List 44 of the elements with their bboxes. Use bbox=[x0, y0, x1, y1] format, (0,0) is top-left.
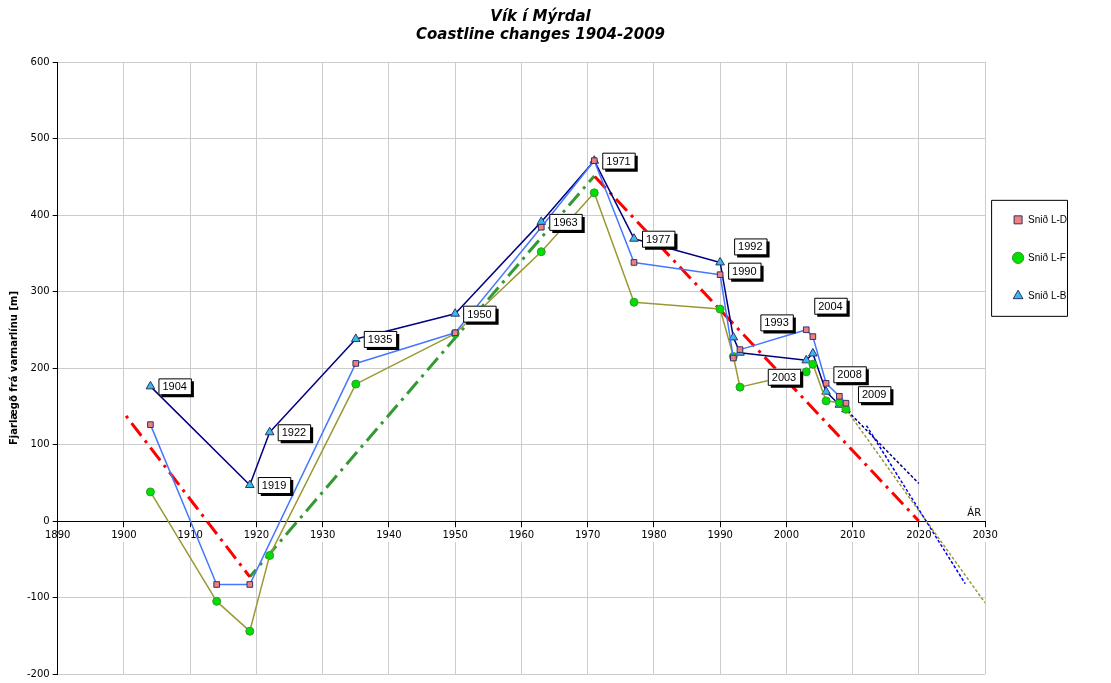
y-tick-label: 100 bbox=[30, 438, 50, 450]
y-tick-label: -100 bbox=[26, 591, 50, 603]
y-tick-label: 300 bbox=[30, 285, 50, 297]
x-tick-label: 1940 bbox=[376, 528, 402, 540]
annotation: 1919 bbox=[261, 479, 287, 492]
annotation: 1992 bbox=[738, 240, 763, 253]
annotation: 1950 bbox=[467, 307, 492, 320]
y-tick-label: 500 bbox=[30, 132, 50, 144]
y-tick-label: 600 bbox=[30, 55, 50, 67]
annotation: 1971 bbox=[606, 154, 631, 167]
annotation: 1935 bbox=[367, 332, 393, 345]
x-tick-label: 1980 bbox=[641, 528, 667, 540]
chart-title: Vík í Mýrdal bbox=[490, 6, 592, 25]
x-tick-label: 1990 bbox=[707, 528, 733, 540]
annotation: 2003 bbox=[771, 370, 797, 383]
x-tick-label: 1920 bbox=[243, 528, 270, 540]
x-tick-label: 2010 bbox=[839, 528, 866, 540]
annotation: 2008 bbox=[837, 368, 862, 381]
y-tick-label: 0 bbox=[43, 514, 50, 526]
y-tick-label: -200 bbox=[26, 667, 50, 679]
x-axis-title: ÁR bbox=[967, 505, 982, 518]
legend-label: Snið L-B bbox=[1028, 289, 1067, 301]
x-tick-label: 1960 bbox=[508, 528, 535, 540]
annotation: 2009 bbox=[861, 388, 887, 401]
annotation: 1990 bbox=[732, 264, 757, 277]
y-tick-label: 400 bbox=[30, 208, 50, 220]
annotation: 1977 bbox=[646, 232, 671, 245]
legend-label: Snið L-F bbox=[1028, 251, 1066, 263]
x-tick-label: 1930 bbox=[309, 528, 336, 540]
annotation: 1993 bbox=[764, 316, 789, 329]
x-tick-label: 1970 bbox=[574, 528, 601, 540]
annotation: 1904 bbox=[162, 380, 187, 393]
annotation: 2004 bbox=[818, 299, 843, 312]
annotation: 1963 bbox=[553, 215, 578, 228]
annotation: 1922 bbox=[281, 426, 307, 439]
y-tick-label: 200 bbox=[30, 361, 50, 373]
x-tick-label: 2020 bbox=[906, 528, 932, 540]
x-tick-label: 2000 bbox=[773, 528, 800, 540]
x-tick-label: 1900 bbox=[111, 528, 137, 540]
legend-label: Snið L-D bbox=[1028, 213, 1067, 225]
chart-subtitle: Coastline changes 1904-2009 bbox=[415, 24, 666, 43]
x-tick-label: 1950 bbox=[442, 528, 468, 540]
y-axis-title: Fjarlægð frá varnarlínu [m] bbox=[7, 291, 19, 445]
x-tick-label: 2030 bbox=[972, 528, 998, 540]
